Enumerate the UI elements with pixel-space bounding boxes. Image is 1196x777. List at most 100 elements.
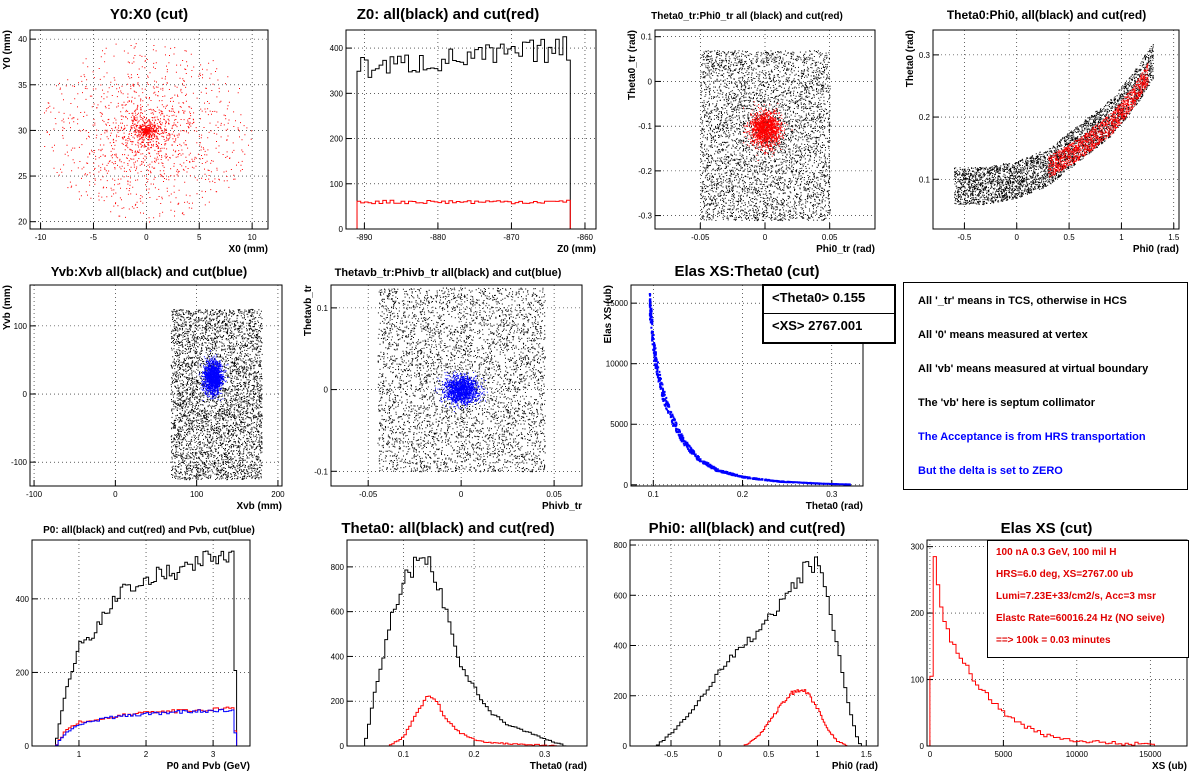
scatter-series-1 — [198, 350, 229, 401]
x-tick-label: -10 — [35, 233, 47, 242]
chart-title: Phi0: all(black) and cut(red) — [649, 520, 846, 537]
scatter-series-1 — [743, 101, 793, 161]
chart-svg-p10: Theta0: all(black) and cut(red) 0.1 0.2 0.3… — [331, 520, 588, 772]
xs-info-line-3: Lumi=7.23E+33/cm2/s, Acc=3 msr — [996, 591, 1157, 602]
chart-title: Elas XS:Theta0 (cut) — [674, 263, 819, 280]
chart-panel-z0: Z0: all(black) and cut(red) -890 -880 -870 -… — [299, 0, 597, 257]
x-tick-label: 5000 — [994, 750, 1012, 759]
chart-panel-thetavb-phivb: Thetavb_tr:Phivb_tr all(black) and cut(b… — [299, 257, 597, 514]
histogram-series-0 — [655, 556, 862, 746]
plot-frame — [345, 29, 597, 230]
chart-svg-p12: Elas XS (cut) 0 5000 10000 15000 0 100 200 300 XS… — [911, 520, 1188, 772]
plot-area — [170, 308, 263, 481]
y-tick-label: 400 — [331, 652, 345, 661]
histogram-series-0 — [364, 556, 567, 746]
y-tick-label: -0.2 — [638, 167, 652, 176]
y-tick-label: 300 — [911, 543, 925, 552]
histogram-series-0 — [356, 36, 571, 229]
y-tick-label: -100 — [11, 458, 28, 467]
y-axis-label: Elas XS (ub) — [603, 285, 614, 343]
histogram-series-2 — [55, 708, 238, 746]
plot-area — [377, 287, 546, 473]
x-axis-label: XS (ub) — [1152, 761, 1187, 772]
info-line-1: All '_tr' means in TCS, otherwise in HCS — [918, 295, 1127, 307]
y-tick-label: -0.1 — [638, 122, 652, 131]
chart-title: Thetavb_tr:Phivb_tr all(black) and cut(b… — [335, 267, 562, 279]
chart-panel-theta0-hist: Theta0: all(black) and cut(red) 0.1 0.2 0.3… — [299, 514, 597, 772]
y-axis-label: Y0 (mm) — [2, 30, 13, 69]
y-tick-label: 200 — [330, 135, 344, 144]
xs-info-line-5: ==> 100k = 0.03 minutes — [996, 635, 1111, 646]
y-tick-label: 0.1 — [919, 175, 931, 184]
x-axis-label: P0 and Pvb (GeV) — [167, 761, 250, 772]
histogram-series-1 — [356, 199, 571, 229]
y-tick-label: 300 — [330, 89, 344, 98]
x-tick-label: 0.2 — [737, 490, 749, 499]
x-tick-label: 0.05 — [822, 233, 838, 242]
info-line-6: But the delta is set to ZERO — [918, 465, 1063, 477]
chart-title: Theta0: all(black) and cut(red) — [341, 520, 554, 537]
y-tick-label: 10000 — [606, 360, 629, 369]
x-tick-label: 1.5 — [1168, 233, 1180, 242]
chart-svg-p11: Phi0: all(black) and cut(red) -0.5 0 0.5 1 1.… — [614, 520, 879, 772]
chart-svg-p4: Theta0:Phi0, all(black) and cut(red) -0.5… — [905, 8, 1180, 255]
x-tick-label: 0.5 — [1064, 233, 1076, 242]
x-tick-label: 1.5 — [861, 750, 873, 759]
chart-title: Theta0:Phi0, all(black) and cut(red) — [947, 8, 1146, 22]
info-line-5: The Acceptance is from HRS transportatio… — [918, 431, 1146, 443]
x-axis-label: Z0 (mm) — [557, 244, 596, 255]
y-tick-label: 0 — [324, 386, 329, 395]
y-tick-label: 0 — [340, 742, 345, 751]
chart-svg-p1: Y0:X0 (cut) -10 -5 0 5 10 20 25 30 35 40 X0 (mm) Y0 … — [2, 6, 269, 255]
chart-title: Yvb:Xvb all(black) and cut(blue) — [51, 264, 247, 279]
y-tick-label: 15000 — [606, 299, 629, 308]
y-tick-label: 5000 — [610, 420, 628, 429]
x-tick-label: -880 — [430, 233, 447, 242]
plot-frame — [630, 284, 864, 487]
y-tick-label: 0 — [25, 742, 30, 751]
stat-theta-mean: <Theta0> 0.155 — [772, 290, 866, 305]
scatter-series-0 — [44, 43, 253, 223]
x-axis-label: Phi0 (rad) — [1133, 244, 1179, 255]
x-tick-label: -890 — [356, 233, 373, 242]
scatter-series-0 — [700, 50, 831, 222]
x-axis-label: X0 (mm) — [229, 244, 268, 255]
y-tick-label: 30 — [18, 126, 27, 135]
x-tick-label: 0.3 — [539, 750, 551, 759]
y-tick-label: 400 — [614, 642, 628, 651]
plot-area — [655, 556, 862, 746]
histogram-series-1 — [388, 695, 559, 746]
y-tick-label: 0.1 — [641, 33, 653, 42]
x-tick-label: 0.2 — [468, 750, 480, 759]
chart-panel-theta0tr-phi0tr: Theta0_tr:Phi0_tr all (black) and cut(re… — [598, 0, 896, 257]
y-tick-label: 600 — [614, 591, 628, 600]
x-axis-label: Theta0 (rad) — [806, 501, 863, 512]
info-panel: All '_tr' means in TCS, otherwise in HCS… — [903, 282, 1188, 490]
y-tick-label: 200 — [911, 609, 925, 618]
y-tick-label: 800 — [331, 563, 345, 572]
y-tick-label: 0.2 — [919, 113, 931, 122]
y-tick-label: 400 — [330, 44, 344, 53]
chart-svg-p6: Thetavb_tr:Phivb_tr all(black) and cut(b… — [303, 267, 583, 512]
y-tick-label: 25 — [18, 172, 27, 181]
scatter-series-1 — [1048, 63, 1149, 178]
plot-area — [55, 550, 238, 746]
x-tick-label: 3 — [211, 750, 216, 759]
x-tick-label: 0.1 — [648, 490, 660, 499]
x-axis-label: Xvb (mm) — [236, 501, 282, 512]
x-tick-label: 0 — [113, 490, 118, 499]
chart-title: P0: all(black) and cut(red) and Pvb, cut… — [43, 525, 255, 536]
x-tick-label: -100 — [26, 490, 43, 499]
y-tick-label: 600 — [331, 608, 345, 617]
scatter-series-1 — [434, 370, 488, 412]
x-tick-label: 2 — [144, 750, 149, 759]
plot-frame — [29, 284, 283, 487]
x-tick-label: 0 — [144, 233, 149, 242]
y-tick-label: 200 — [331, 697, 345, 706]
chart-svg-p2: Z0: all(black) and cut(red) -890 -880 -870 -… — [330, 6, 597, 255]
plot-frame — [330, 284, 583, 487]
x-tick-label: 0.3 — [826, 490, 838, 499]
x-tick-label: 10000 — [1066, 750, 1089, 759]
x-tick-label: 100 — [190, 490, 204, 499]
x-tick-label: 0 — [459, 490, 464, 499]
